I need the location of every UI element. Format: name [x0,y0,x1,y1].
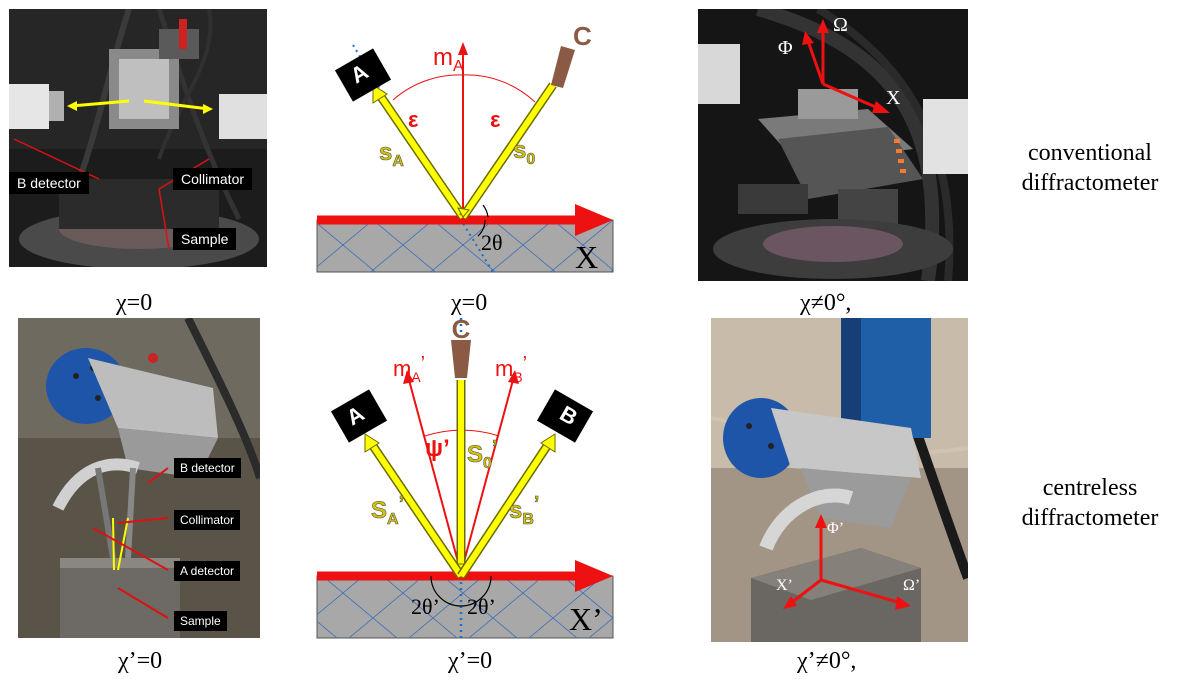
axis-chi-prime [790,578,822,605]
row-label-centreless: centreless diffractometer [1000,473,1180,533]
label-sample: Sample [173,228,237,250]
beam-b-prime: ’ [534,493,540,515]
label-collimator: Collimator [173,168,253,190]
photo-centreless-front: B detector Collimator A detector Sample [18,318,260,638]
axis-x-label: X [575,239,598,275]
beam-0-sub-2: 0 [483,455,492,472]
angle-2theta-right: 2θ’ [467,594,496,619]
normal-sub: A [453,58,464,75]
beam-sb-prime [458,441,552,578]
svg-text:sA: sA [379,139,404,170]
beam-s-a [376,92,466,219]
normal-a-prime: ’ [421,353,425,375]
diagram-conventional-svg: A C mA ε ε sA s0 2θ X [316,21,614,275]
beam-a-prime-2: ’ [399,493,405,515]
epsilon-right: ε [490,107,501,132]
diagram-centreless: A B C mA’ mB’ ψ’ S0’ SA’ sB’ 2θ’ 2θ’ X’ [313,318,623,648]
axis-chi [822,82,881,111]
svg-text:mA’: mA’ [393,353,425,385]
diagram-conventional: A C mA ε ε sA s0 2θ X [313,20,623,276]
caption-top-right: χ≠0°, [800,290,852,316]
normal-b-label: m [495,356,513,381]
svg-text:SA’: SA’ [371,493,404,528]
beam-0-prime-2: ’ [492,437,498,459]
beam-a-label: s [379,139,392,166]
label-a-detector: A detector [174,561,241,581]
svg-text:sB’: sB’ [509,493,539,528]
normal-label: m [433,44,453,71]
label-b-detector-2: B detector [174,458,241,478]
normal-b-prime: ’ [523,353,527,375]
beam-a-sub: A [392,153,404,170]
omega-prime-label: Ω’ [903,577,920,594]
caption-bot-left: χ’=0 [118,648,163,674]
photo-conventional-front-drawing [9,9,267,267]
caption-bot-right: χ’≠0°, [797,648,857,674]
photo-conventional-tilted: Φ Ω X [698,9,968,281]
source-c [551,46,575,88]
beam-b-label: s [509,497,522,524]
row-label-conventional-line1: conventional [1028,140,1152,166]
angle-2theta: 2θ [481,230,503,255]
row-label-conventional: conventional diffractometer [1000,138,1180,198]
normal-m-a-prime [408,379,462,574]
photo-centreless-tilted-drawing: Φ’ X’ Ω’ [711,318,968,642]
chi-prime-label: X’ [776,577,793,594]
row-label-conventional-line2: diffractometer [1021,170,1159,196]
caption-top-mid: χ=0 [451,290,488,316]
omega-label: Ω [833,14,848,36]
svg-text:mB’: mB’ [495,353,527,385]
beam-0-label: s [513,137,526,164]
phi-prime-label: Φ’ [827,520,844,537]
source-c-2 [451,340,471,378]
beam-s-0 [460,83,556,219]
svg-text:s0: s0 [513,137,535,168]
psi-label: ψ’ [425,435,450,462]
caption-bot-mid: χ’=0 [448,648,493,674]
label-sample-2: Sample [174,611,227,631]
phi-label: Φ [778,37,793,59]
label-b-detector: B detector [9,172,89,194]
chi-label: X [886,87,901,109]
svg-text:mA: mA [433,44,464,75]
photo-centreless-tilted: Φ’ X’ Ω’ [711,318,968,642]
normal-a-label: m [393,356,411,381]
diagram-centreless-svg: A B C mA’ mB’ ψ’ S0’ SA’ sB’ 2θ’ 2θ’ X’ [316,318,614,639]
row-label-centreless-line1: centreless [1042,475,1138,501]
detector-b [536,389,594,443]
source-c-2-label: C [452,318,471,344]
source-c-label: C [573,21,592,51]
beam-sa-prime [368,441,464,578]
beam-b-sub: B [522,511,534,528]
epsilon-left: ε [408,107,419,132]
beam-0-sub: 0 [526,151,535,168]
normal-b-sub: B [513,369,522,385]
caption-top-left: χ=0 [116,290,153,316]
photo-conventional-front: B detector Collimator Sample [9,9,267,267]
svg-text:S0’: S0’ [467,437,497,472]
photo-centreless-front-drawing [18,318,260,638]
row-label-centreless-line2: diffractometer [1021,505,1159,531]
label-collimator-2: Collimator [174,510,241,530]
axis-x-prime-label: X’ [569,601,603,637]
detector-a [334,48,392,102]
photo-conventional-tilted-drawing: Φ Ω X [698,9,968,281]
detector-a-2 [330,389,388,443]
normal-m-b-prime [460,379,514,574]
normal-a-sub: A [411,369,421,385]
beam-0-label-2: S [467,441,483,468]
axis-phi [806,40,825,85]
axis-omega-prime [820,578,902,605]
beam-a-sub-2: A [387,511,399,528]
angle-2theta-left: 2θ’ [411,594,440,619]
beam-a-label-2: S [371,497,387,524]
